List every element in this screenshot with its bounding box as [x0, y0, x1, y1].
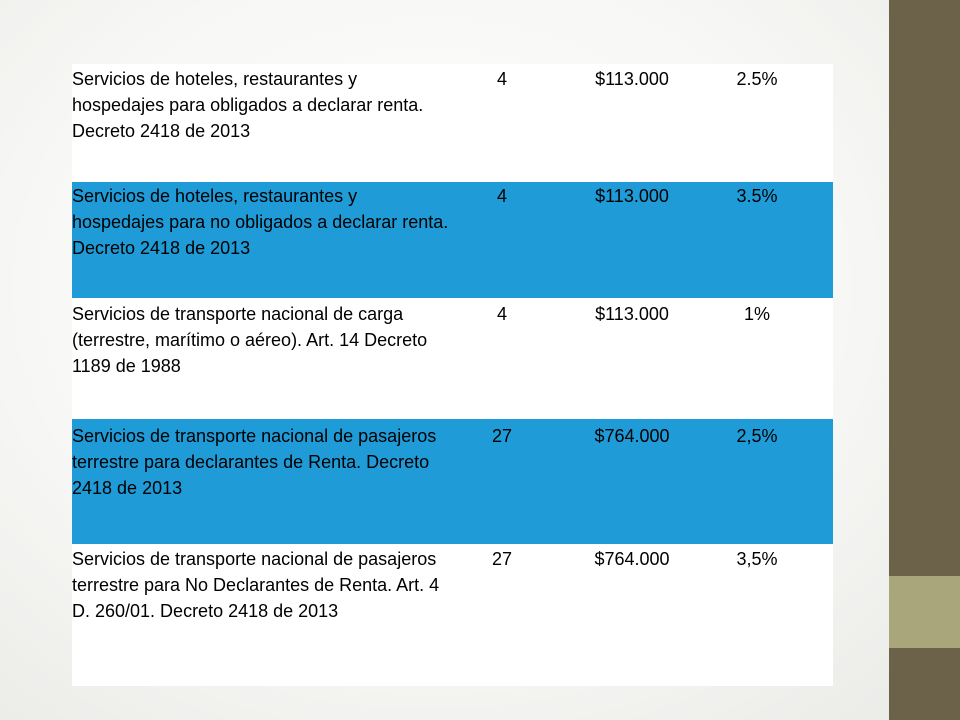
row-quantity: 27: [491, 426, 513, 446]
row-quantity: 4: [496, 304, 507, 324]
row-value: $764.000: [594, 549, 670, 569]
row-quantity: 27: [491, 549, 513, 569]
row-rate: 2,5%: [736, 426, 778, 446]
table-row: Servicios de hoteles, restaurantes y hos…: [72, 64, 833, 181]
row-value: $764.000: [594, 426, 670, 446]
row-rate: 1%: [743, 304, 770, 324]
row-rate: 3,5%: [736, 549, 778, 569]
row-description: Servicios de transporte nacional de carg…: [72, 304, 428, 376]
table-row: Servicios de transporte nacional de pasa…: [72, 419, 833, 544]
row-quantity: 4: [496, 186, 507, 206]
row-description: Servicios de transporte nacional de pasa…: [72, 426, 437, 498]
rates-table: Servicios de hoteles, restaurantes y hos…: [72, 64, 833, 686]
table-row: Servicios de hoteles, restaurantes y hos…: [72, 182, 833, 298]
row-rate: 3.5%: [736, 186, 778, 206]
row-value: $113.000: [595, 186, 669, 206]
row-value: $113.000: [595, 69, 669, 89]
row-description: Servicios de hoteles, restaurantes y hos…: [72, 69, 424, 141]
row-rate: 2.5%: [736, 69, 778, 89]
row-value: $113.000: [595, 304, 669, 324]
table-row: Servicios de transporte nacional de carg…: [72, 299, 833, 419]
row-quantity: 4: [496, 69, 507, 89]
slide-sidebar-accent: [889, 576, 960, 648]
row-description: Servicios de transporte nacional de pasa…: [72, 549, 440, 621]
row-description: Servicios de hoteles, restaurantes y hos…: [72, 186, 449, 258]
table-row: Servicios de transporte nacional de pasa…: [72, 544, 833, 686]
